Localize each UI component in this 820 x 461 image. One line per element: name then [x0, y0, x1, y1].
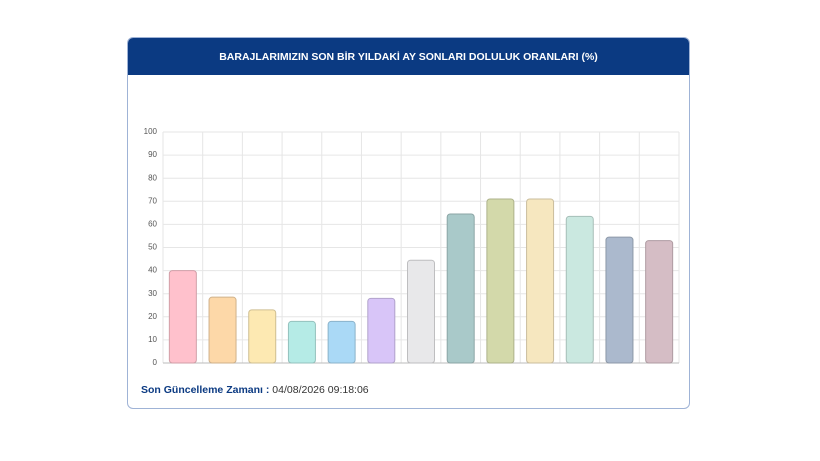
- bar: [327, 320, 356, 364]
- card: BARAJLARIMIZIN SON BİR YILDAKİ AY SONLAR…: [127, 37, 690, 409]
- bar: [605, 236, 634, 364]
- bar: [407, 259, 435, 364]
- y-tick-label: 10: [148, 335, 157, 344]
- bar: [208, 296, 237, 364]
- bar: [446, 213, 475, 364]
- y-tick-label: 100: [144, 127, 158, 136]
- y-tick-label: 20: [148, 312, 157, 321]
- y-tick-label: 80: [148, 173, 157, 182]
- y-tick-label: 30: [148, 289, 157, 298]
- y-tick-label: 40: [148, 266, 157, 275]
- chart-title: BARAJLARIMIZIN SON BİR YILDAKİ AY SONLAR…: [128, 38, 689, 75]
- footer: Son Güncelleme Zamanı : 04/08/2026 09:18…: [141, 384, 369, 396]
- bar: [526, 198, 555, 364]
- bar: [645, 240, 674, 364]
- bar: [486, 198, 515, 364]
- y-tick-label: 50: [148, 243, 157, 252]
- y-tick-label: 0: [153, 358, 158, 365]
- footer-value: 04/08/2026 09:18:06: [272, 384, 369, 396]
- bar: [367, 297, 396, 364]
- y-tick-label: 90: [148, 150, 157, 159]
- bar: [565, 215, 594, 364]
- bar: [168, 270, 197, 364]
- y-tick-label: 70: [148, 196, 157, 205]
- chart: 010203040506070809010031.08.202530.09.20…: [144, 127, 680, 365]
- y-tick-label: 60: [148, 220, 157, 229]
- bar: [287, 320, 316, 364]
- bar: [248, 309, 277, 364]
- footer-label: Son Güncelleme Zamanı :: [141, 384, 270, 396]
